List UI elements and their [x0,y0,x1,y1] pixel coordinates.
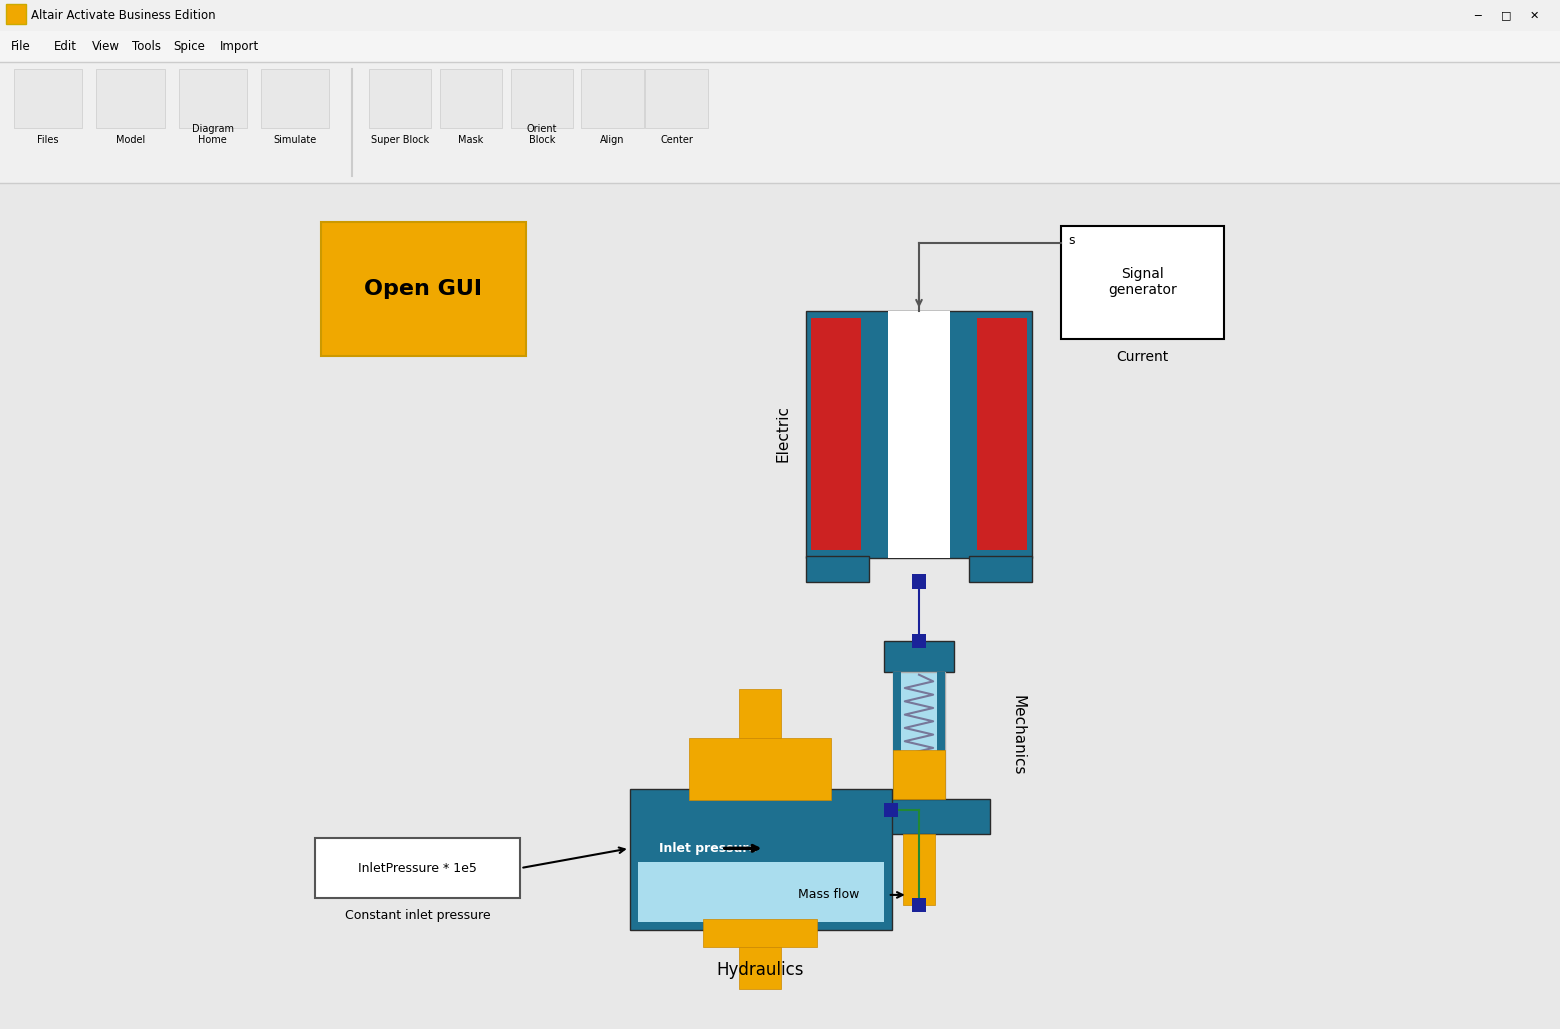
Text: Mask: Mask [459,136,484,145]
Bar [646,69,708,129]
Bar [97,69,164,129]
Text: Open GUI: Open GUI [365,279,482,298]
Text: Super Block: Super Block [371,136,429,145]
Text: s: s [1069,235,1075,247]
Text: View: View [92,40,120,54]
Bar [320,221,526,356]
Bar [883,804,897,817]
Bar [0,62,1560,183]
Text: Edit: Edit [55,40,76,54]
Text: InletPressure * 1e5: InletPressure * 1e5 [359,861,477,875]
Bar [913,574,927,589]
Bar [368,69,431,129]
Text: Align: Align [601,136,626,145]
Text: □: □ [1501,10,1512,21]
Bar [739,688,782,738]
Bar [969,556,1033,581]
Bar [888,311,950,558]
Bar [805,556,869,581]
Text: Orient
Block: Orient Block [526,123,557,145]
Bar [261,69,329,129]
Text: Files: Files [37,136,59,145]
Text: Signal
generator: Signal generator [1108,268,1176,297]
Text: ─: ─ [1474,10,1480,21]
Text: Current: Current [1117,350,1168,364]
Bar [913,634,927,648]
Bar [440,69,502,129]
Bar [6,4,25,24]
Text: Constant inlet pressure: Constant inlet pressure [345,909,490,922]
Text: Inlet pressure: Inlet pressure [658,842,757,855]
Bar [0,0,1560,31]
Bar [977,318,1026,551]
Text: Mechanics: Mechanics [1011,696,1026,776]
Text: Altair Activate Business Edition: Altair Activate Business Edition [31,9,215,22]
Bar [0,31,1560,62]
Bar [894,672,900,799]
Bar [582,69,644,129]
Bar [849,799,991,835]
Bar [630,789,892,930]
Bar [938,672,944,799]
Bar [894,672,944,799]
Bar [739,947,782,990]
Bar [315,839,521,897]
Text: Center: Center [660,136,693,145]
Bar [690,738,831,801]
Text: Simulate: Simulate [273,136,317,145]
Text: Tools: Tools [133,40,161,54]
Text: Diagram
Home: Diagram Home [192,123,234,145]
Bar [805,311,1033,558]
Text: Import: Import [220,40,259,54]
Bar [894,749,944,799]
Bar [179,69,246,129]
Bar [1061,225,1225,339]
Text: ✕: ✕ [1530,10,1540,21]
Text: Hydraulics: Hydraulics [716,961,803,980]
Bar [0,183,1560,1029]
Bar [883,641,955,672]
Bar [704,919,817,947]
Text: File: File [11,40,31,54]
Bar [14,69,83,129]
Bar [913,897,927,912]
Text: Model: Model [115,136,145,145]
Text: Electric: Electric [775,404,791,462]
Bar [903,835,934,904]
Bar [638,862,883,922]
Bar [510,69,573,129]
Text: Spice: Spice [173,40,204,54]
Text: Mass flow: Mass flow [797,888,860,901]
Bar [811,318,861,551]
